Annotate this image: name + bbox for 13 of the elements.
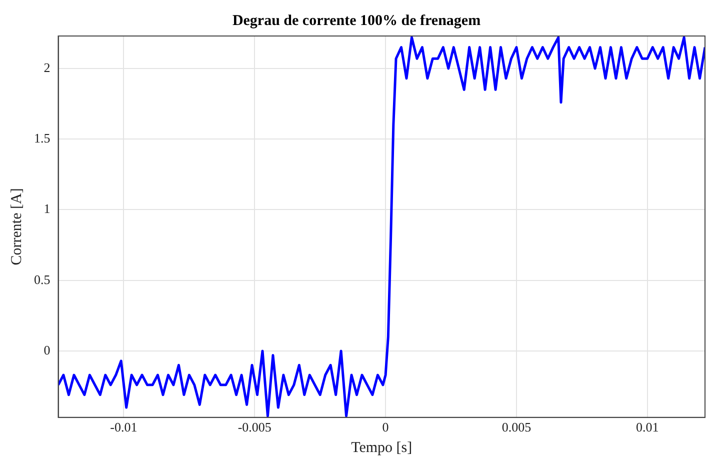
y-axis-title: Corrente [A] [8, 188, 25, 266]
x-axis-title: Tempo [s] [351, 440, 412, 456]
x-tick-label: -0.01 [110, 420, 138, 435]
chart-title: Degrau de corrente 100% de frenagem [232, 12, 482, 29]
x-tick-label: 0.005 [502, 420, 532, 435]
y-tick-label: 0 [44, 342, 50, 358]
x-tick-label: 0.01 [636, 420, 659, 435]
x-tick-label: 0 [382, 420, 389, 435]
x-tick-label: -0.005 [238, 420, 272, 435]
y-tick-label: 1 [44, 201, 50, 216]
y-tick-label: 0.5 [34, 272, 50, 287]
y-tick-label: 2 [44, 60, 50, 75]
y-tick-label: 1.5 [34, 130, 50, 146]
